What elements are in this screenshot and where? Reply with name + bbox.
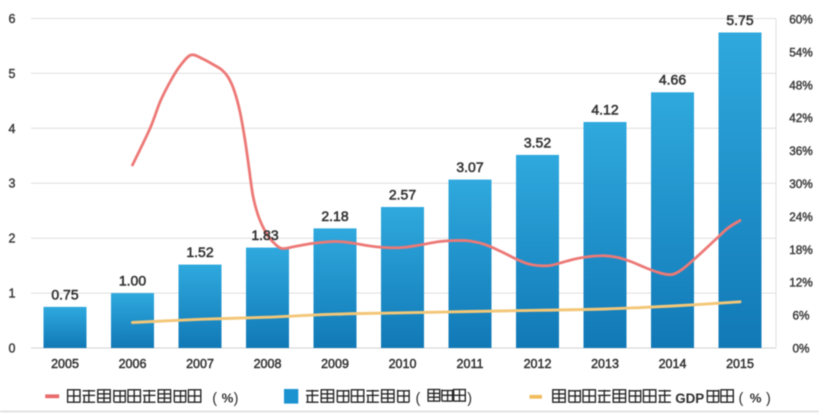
svg-text:60%: 60% [789, 13, 813, 27]
svg-text:GDP: GDP [675, 391, 704, 406]
svg-text:48%: 48% [789, 78, 813, 92]
svg-text:(: ( [416, 391, 421, 407]
svg-text:2011: 2011 [457, 357, 484, 371]
svg-text:2007: 2007 [186, 357, 214, 371]
svg-text:4.66: 4.66 [659, 72, 686, 88]
svg-text:2015: 2015 [726, 357, 754, 371]
svg-text:12%: 12% [789, 276, 813, 290]
svg-text:2006: 2006 [119, 357, 147, 371]
svg-text:18%: 18% [789, 243, 813, 257]
svg-text:42%: 42% [789, 111, 813, 125]
svg-text:3: 3 [9, 177, 16, 191]
svg-text:): ) [766, 391, 771, 407]
svg-text:2.57: 2.57 [389, 186, 416, 202]
svg-text:54%: 54% [789, 45, 813, 59]
svg-text:6%: 6% [792, 309, 810, 323]
svg-text:3.52: 3.52 [524, 134, 551, 150]
svg-text:2013: 2013 [591, 357, 619, 371]
svg-text:2009: 2009 [321, 357, 349, 371]
svg-text:1.00: 1.00 [119, 273, 146, 289]
svg-text:24%: 24% [789, 210, 813, 224]
svg-text:2012: 2012 [524, 357, 552, 371]
svg-text:1.52: 1.52 [186, 244, 213, 260]
svg-text:%: % [750, 391, 762, 406]
svg-text:30%: 30% [789, 177, 813, 191]
svg-text:4: 4 [9, 122, 16, 136]
svg-text:): ) [467, 391, 472, 407]
svg-text:5.75: 5.75 [726, 12, 753, 28]
svg-text:6: 6 [9, 12, 16, 26]
svg-text:36%: 36% [789, 144, 813, 158]
svg-text:2: 2 [9, 232, 16, 246]
svg-text:2008: 2008 [254, 357, 282, 371]
svg-text:2014: 2014 [659, 357, 687, 371]
svg-text:0.75: 0.75 [51, 286, 78, 302]
svg-text:1: 1 [9, 287, 16, 301]
svg-text:(: ( [212, 391, 217, 407]
svg-text:1.83: 1.83 [251, 227, 278, 243]
svg-text:5: 5 [9, 67, 16, 81]
svg-text:%: % [222, 391, 234, 406]
svg-text:2.18: 2.18 [321, 208, 348, 224]
svg-text:4.12: 4.12 [591, 101, 618, 117]
svg-text:(: ( [739, 391, 744, 407]
svg-text:): ) [234, 391, 239, 407]
svg-text:2010: 2010 [389, 357, 417, 371]
svg-text:3.07: 3.07 [456, 159, 483, 175]
svg-text:2005: 2005 [51, 357, 79, 371]
svg-text:0: 0 [9, 342, 16, 356]
svg-text:0%: 0% [792, 342, 810, 356]
